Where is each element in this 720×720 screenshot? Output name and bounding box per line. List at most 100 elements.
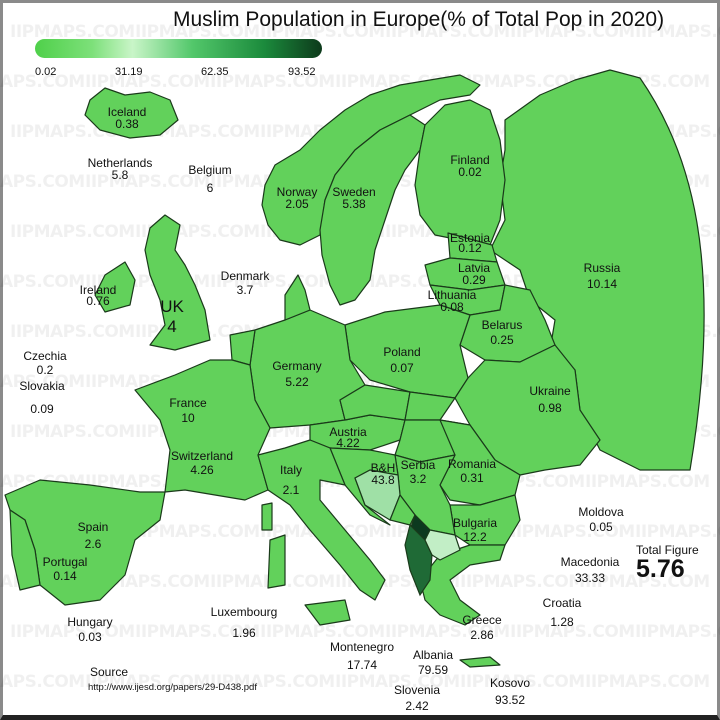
country-norway — [261, 74, 481, 246]
label-sweden-value: 5.38 — [342, 197, 366, 211]
watermark-text: IIPMAPS.COM — [460, 572, 585, 592]
label-serbia-value: 3.2 — [409, 472, 427, 486]
label-slovakia-name: Slovakia — [19, 379, 65, 393]
label-poland-name: Poland — [383, 345, 421, 359]
country-denmark — [284, 274, 311, 321]
watermark-text: IIPMAPS.COM — [10, 22, 135, 42]
watermark-text: IIPMAPS.COM — [0, 72, 85, 92]
watermark-text: IIPMAPS.COM — [385, 622, 510, 642]
country-portugal — [9, 509, 41, 591]
island-crete — [459, 656, 501, 668]
label-bh-name: B&H — [370, 461, 396, 475]
legend-color-scale — [35, 39, 322, 58]
label-italy-value: 2.1 — [282, 483, 300, 497]
watermark-text: IIPMAPS.COM — [635, 22, 720, 42]
label-germany-name: Germany — [272, 359, 322, 373]
label-kosovo-value: 93.52 — [494, 693, 526, 707]
label-sweden-name: Sweden — [332, 185, 376, 199]
label-belarus-name: Belarus — [481, 318, 523, 332]
label-iceland-value: 0.38 — [115, 117, 139, 131]
watermark-text: IIPMAPS.COM — [585, 672, 710, 692]
watermark-text: IIPMAPS.COM — [0, 672, 85, 692]
label-lithuania-value: 0.08 — [440, 300, 464, 314]
label-austria-value: 4.22 — [336, 436, 360, 450]
watermark-text: IIPMAPS.COM — [85, 672, 210, 692]
watermark-text: IIPMAPS.COM — [385, 22, 510, 42]
label-croatia-value: 1.28 — [550, 615, 574, 629]
country-belarus — [459, 284, 556, 363]
label-france-value: 10 — [181, 411, 195, 425]
label-ireland-name: Ireland — [79, 283, 117, 297]
label-bulgaria-name: Bulgaria — [452, 516, 498, 530]
label-russia-name: Russia — [583, 261, 621, 275]
watermark-text: IIPMAPS.COM — [0, 372, 85, 392]
label-uk-value: 4 — [167, 317, 177, 336]
legend-tick: 93.52 — [288, 66, 316, 78]
label-macedonia-name: Macedonia — [560, 555, 620, 569]
label-luxembourg-name: Luxembourg — [210, 605, 278, 619]
total-figure-value: 5.76 — [636, 555, 685, 583]
label-kosovo-name: Kosovo — [489, 676, 531, 690]
country-iceland — [84, 87, 179, 139]
watermark-text: IIPMAPS.COM — [260, 622, 385, 642]
label-greece-value: 2.86 — [470, 628, 494, 642]
label-netherlands-value: 5.8 — [111, 168, 129, 182]
label-ukraine-name: Ukraine — [529, 384, 571, 398]
island-corsica — [261, 502, 273, 531]
label-hungary-value: 0.03 — [78, 630, 102, 644]
label-italy-name: Italy — [279, 463, 303, 477]
label-moldova-value: 0.05 — [589, 520, 613, 534]
label-moldova-name: Moldova — [578, 505, 624, 519]
label-estonia-name: Estonia — [449, 231, 491, 245]
watermark-text: IIPMAPS.COM — [135, 622, 260, 642]
label-spain-value: 2.6 — [84, 537, 102, 551]
watermark-text: IIPMAPS.COM — [85, 72, 210, 92]
label-switzerland-name: Switzerland — [170, 449, 234, 463]
country-macedonia — [424, 529, 461, 561]
watermark-text: IIPMAPS.COM — [135, 522, 260, 542]
country-bulgaria — [449, 494, 521, 546]
label-croatia-name: Croatia — [542, 596, 582, 610]
watermark-text: IIPMAPS.COM — [135, 22, 260, 42]
label-latvia-name: Latvia — [457, 261, 491, 275]
label-poland-value: 0.07 — [390, 361, 414, 375]
watermark-text: IIPMAPS.COM — [585, 472, 710, 492]
label-albania-value: 79.59 — [417, 663, 449, 677]
island-sardinia — [267, 534, 286, 589]
total-figure-label: Total Figure — [636, 543, 699, 557]
label-germany-value: 5.22 — [285, 375, 309, 389]
legend-tick: 31.19 — [115, 66, 143, 78]
label-slovenia-value: 2.42 — [405, 699, 429, 713]
label-albania-name: Albania — [412, 648, 454, 662]
label-ukraine-value: 0.98 — [538, 401, 562, 415]
label-latvia-value: 0.29 — [462, 273, 486, 287]
country-sweden — [319, 114, 426, 306]
label-montenegro-name: Montenegro — [329, 640, 395, 654]
label-romania-name: Romania — [447, 457, 497, 471]
label-austria-name: Austria — [329, 425, 367, 439]
label-norway-name: Norway — [276, 185, 318, 199]
country-netherlands — [229, 329, 256, 366]
label-belgium-value: 6 — [206, 181, 214, 195]
label-netherlands-name: Netherlands — [87, 156, 153, 170]
watermark-text: IIPMAPS.COM — [510, 522, 635, 542]
watermark-text: IIPMAPS.COM — [210, 672, 335, 692]
watermark-text: IIPMAPS.COM — [10, 322, 135, 342]
country-russia — [489, 69, 705, 471]
label-portugal-name: Portugal — [42, 555, 88, 569]
watermark-text: IIPMAPS.COM — [460, 672, 585, 692]
label-luxembourg-value: 1.96 — [232, 626, 256, 640]
watermark-text: IIPMAPS.COM — [635, 622, 720, 642]
watermark-text: IIPMAPS.COM — [0, 272, 85, 292]
map-title: Muslim Population in Europe(% of Total P… — [173, 8, 665, 31]
watermark-text: IIPMAPS.COM — [460, 72, 585, 92]
watermark-text: IIPMAPS.COM — [260, 22, 385, 42]
label-ireland-value: 0.76 — [86, 294, 110, 308]
watermark-text: IIPMAPS.COM — [85, 172, 210, 192]
label-montenegro-value: 17.74 — [346, 658, 378, 672]
legend-tick: 62.35 — [201, 66, 229, 78]
label-macedonia-value: 33.33 — [574, 571, 606, 585]
country-ireland — [94, 261, 136, 313]
label-russia-value: 10.14 — [586, 277, 618, 291]
